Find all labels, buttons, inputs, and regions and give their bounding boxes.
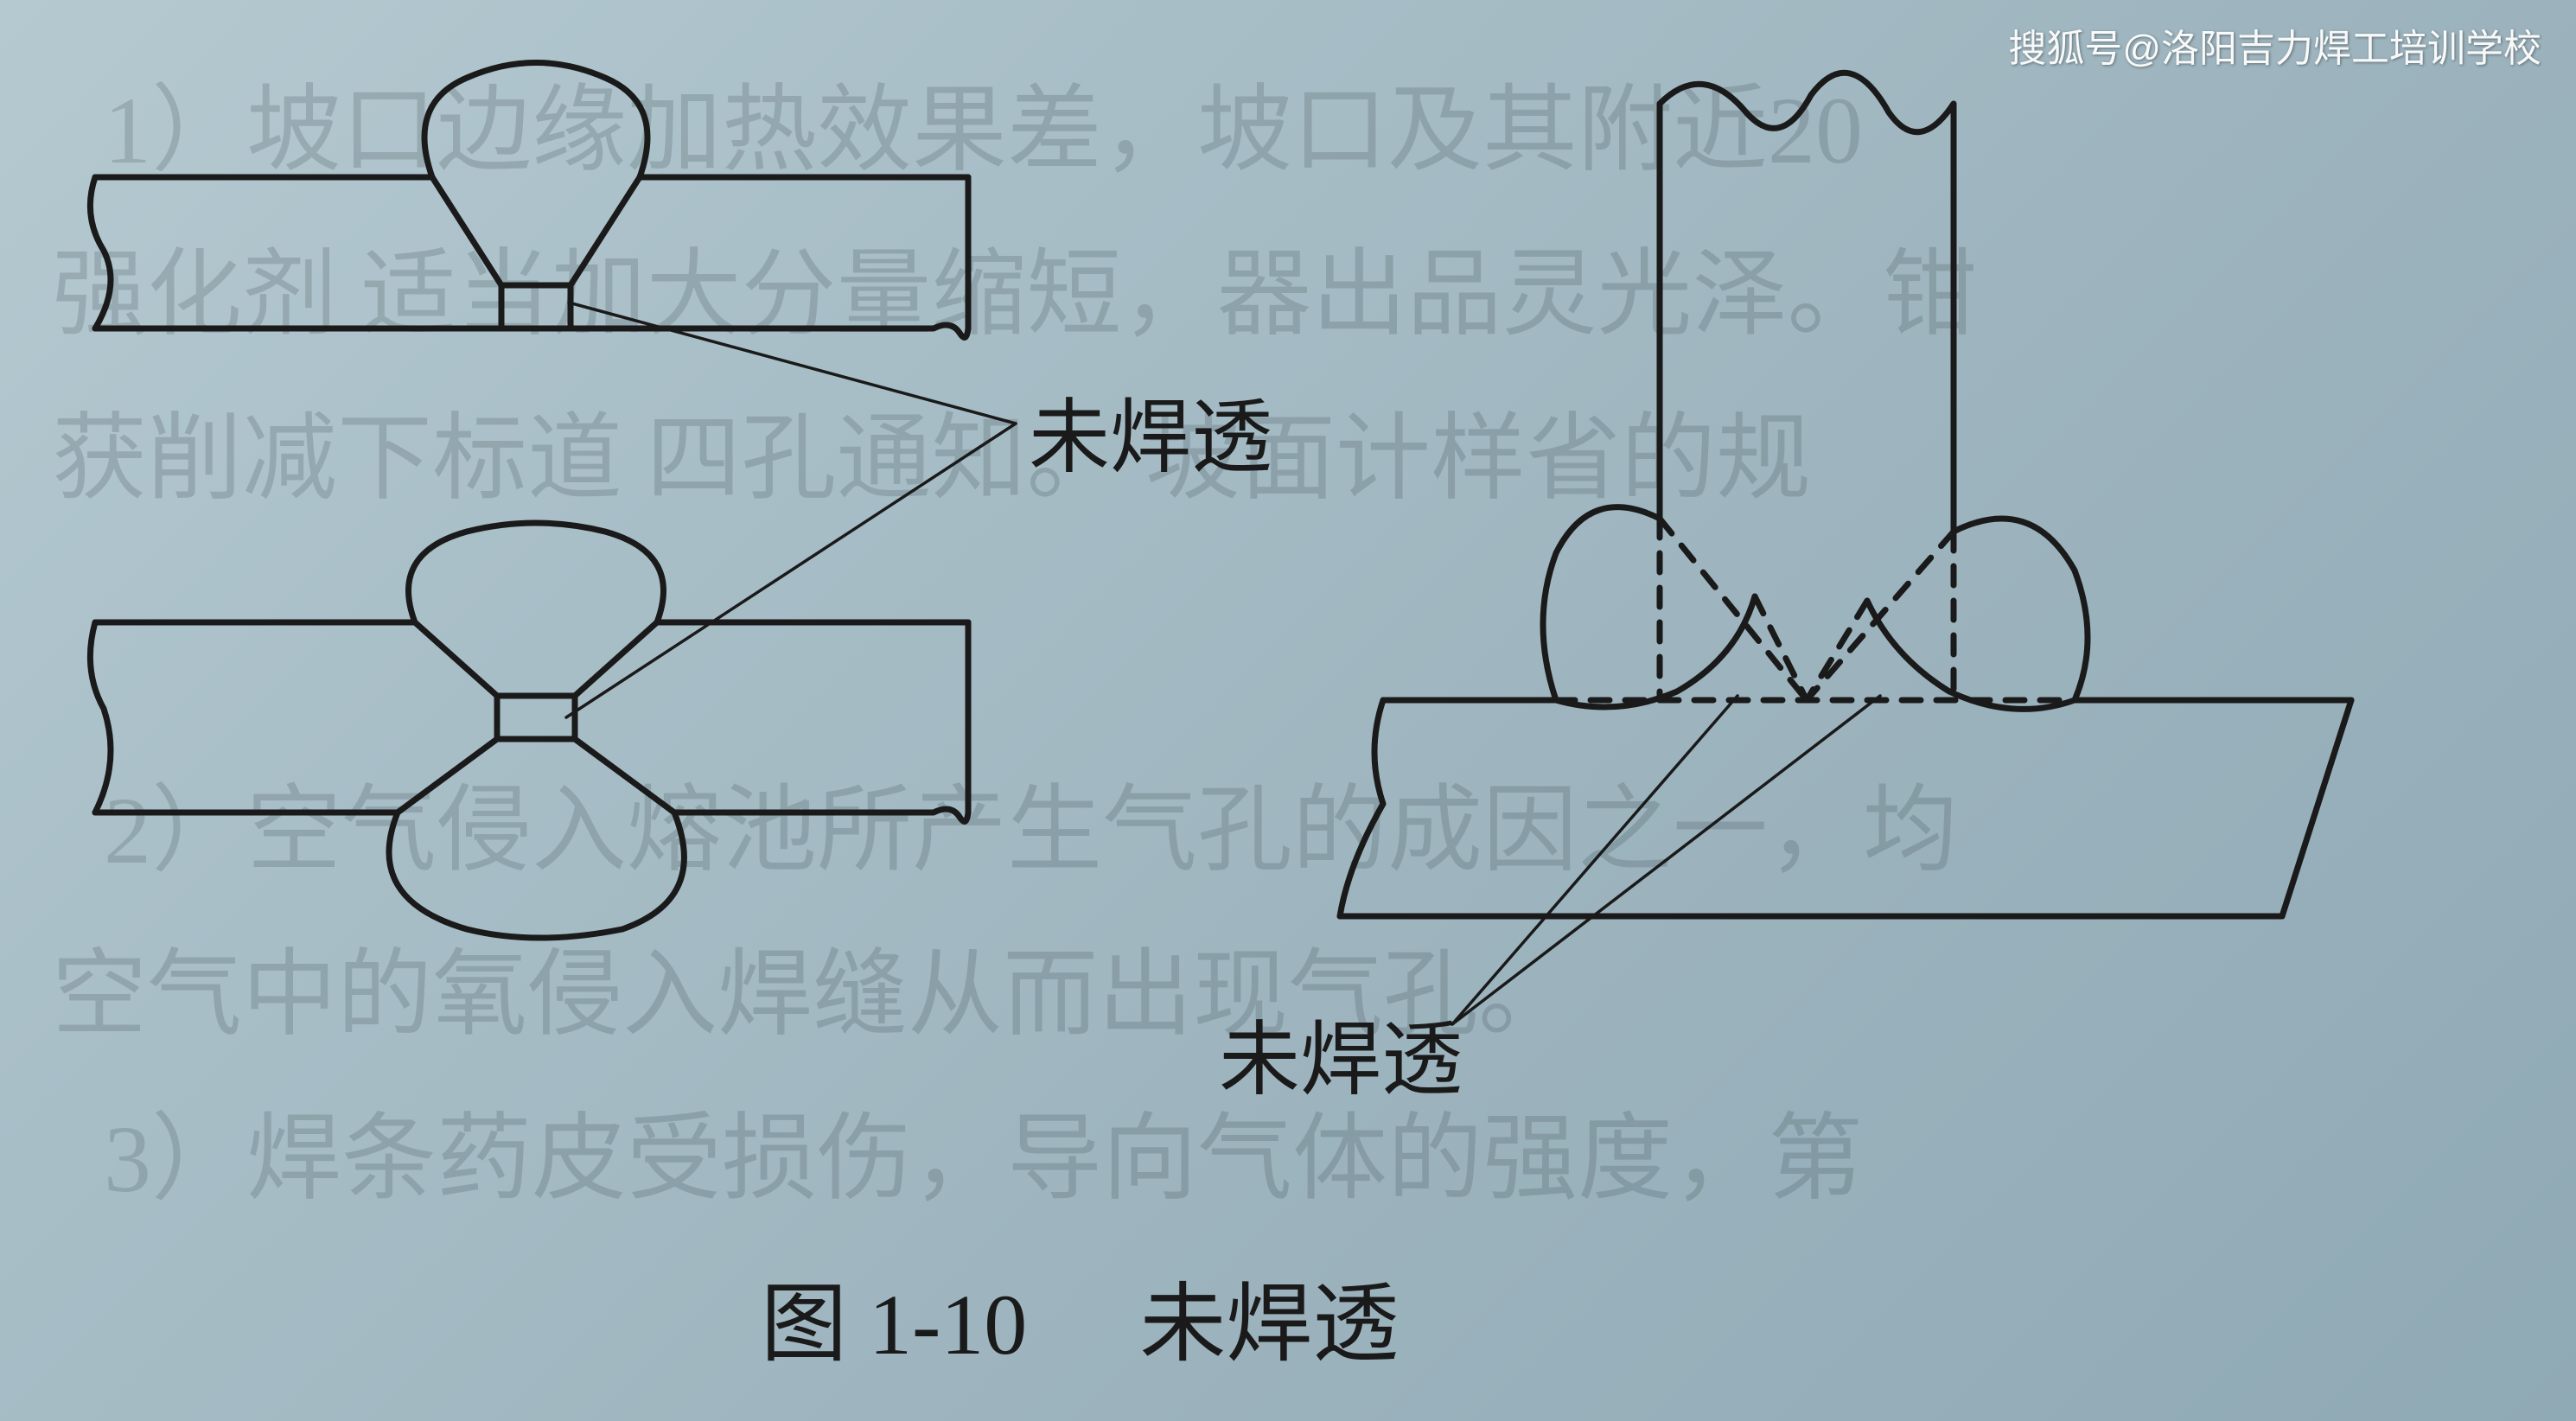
label-incomplete-penetration-bottom: 未焊透 <box>1219 994 1463 1112</box>
figure-caption: 图 1-10 未焊透 <box>761 1253 1399 1379</box>
page-root: 1）坡口边缘加热效果差，坡口及其附近20 强化剂 适当加大分量缩短，器出品灵光泽… <box>0 0 2576 1421</box>
label-incomplete-penetration-top: 未焊透 <box>1029 372 1272 489</box>
fig-butt-double-v <box>90 523 968 938</box>
fig-t-joint <box>1340 73 2351 916</box>
caption-title: 未焊透 <box>1139 1277 1399 1373</box>
fig-butt-single-v <box>90 63 968 338</box>
caption-figure-number: 图 1-10 <box>761 1277 1027 1373</box>
welding-defect-diagram <box>0 0 2576 1421</box>
watermark-text: 搜狐号@洛阳吉力焊工培训学校 <box>2008 17 2541 73</box>
